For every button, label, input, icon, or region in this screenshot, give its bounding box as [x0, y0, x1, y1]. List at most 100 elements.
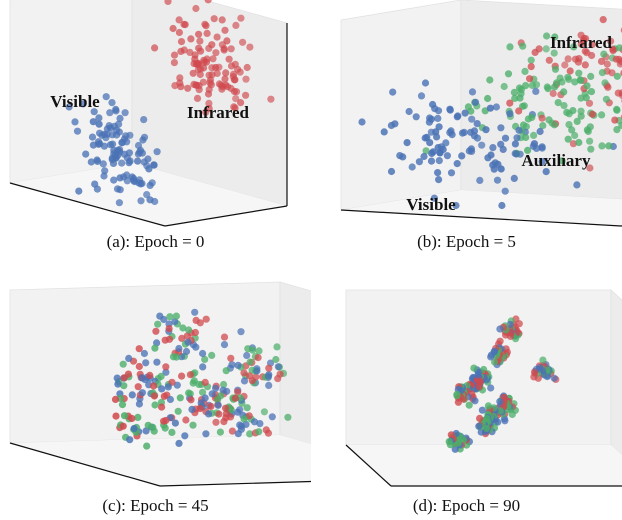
x-axis-line	[9, 442, 161, 487]
scatter-point	[120, 382, 128, 390]
scatter-point	[451, 445, 459, 453]
scatter-point	[564, 73, 572, 81]
scatter-point	[587, 145, 595, 153]
scatter-point	[564, 55, 572, 63]
scatter-point	[231, 104, 239, 112]
scatter-point	[243, 351, 251, 360]
scatter-point	[161, 424, 169, 432]
scatter-point	[570, 43, 578, 51]
scatter-point	[123, 171, 131, 179]
scatter-point	[575, 138, 583, 147]
scatter-point	[506, 43, 514, 51]
scatter-point	[240, 369, 248, 377]
floor-pane	[10, 435, 311, 486]
scatter-point	[114, 380, 122, 388]
scatter-point	[212, 63, 220, 72]
scatter-point	[515, 107, 523, 115]
scatter-point	[268, 413, 276, 421]
scatter-point	[225, 55, 233, 63]
scatter-point	[563, 108, 571, 116]
scatter-point	[240, 415, 248, 423]
scatter-point	[582, 94, 590, 102]
scatter-point	[239, 38, 247, 46]
scatter-point	[538, 143, 546, 151]
scatter-point	[161, 336, 169, 344]
scatter-point	[196, 70, 204, 79]
scatter-point	[87, 158, 95, 166]
scatter-point	[598, 111, 606, 119]
scatter-point	[189, 421, 197, 429]
scatter-point	[243, 404, 251, 412]
scatter-point	[264, 372, 273, 380]
panel-c: (c): Epoch = 45	[0, 260, 311, 520]
scatter-point	[598, 142, 606, 150]
scatter-point	[579, 37, 587, 45]
scatter-point	[158, 403, 166, 411]
scatter-point	[473, 120, 481, 128]
scatter-point	[501, 187, 509, 195]
x-axis-line	[340, 209, 622, 227]
scatter-point	[210, 15, 218, 23]
y-axis-line	[159, 480, 311, 487]
scatter-point	[144, 421, 152, 429]
scatter-point	[199, 388, 207, 396]
scatter-point	[135, 362, 143, 371]
scatter-point	[442, 139, 450, 147]
scatter-point	[184, 84, 192, 92]
scatter-point	[539, 356, 547, 364]
scatter-point	[115, 199, 123, 207]
scatter-point	[432, 128, 440, 136]
scatter-point	[542, 168, 550, 176]
scatter-point	[528, 81, 536, 89]
scatter-point	[453, 160, 461, 168]
scatter-point	[577, 94, 585, 102]
scatter-point	[153, 148, 161, 156]
scatter-point	[218, 16, 226, 24]
scatter-point	[240, 377, 249, 385]
scatter-point	[110, 176, 118, 184]
scatter-point	[196, 404, 204, 413]
scatter-point	[204, 0, 212, 4]
scatter-point	[176, 74, 184, 82]
scatter-point	[112, 412, 120, 420]
scatter-point	[476, 176, 484, 184]
scatter-point	[484, 94, 492, 103]
scatter-point	[116, 114, 124, 122]
scatter-point	[536, 127, 544, 136]
scatter-point	[100, 130, 108, 138]
scatter-point	[486, 76, 494, 84]
scatter-point	[498, 201, 506, 210]
scatter-point	[586, 137, 594, 145]
scatter-point	[89, 118, 97, 126]
scatter-point	[177, 47, 185, 56]
scatter-3d-a: Visible Infrared	[9, 0, 288, 227]
scatter-point	[588, 41, 596, 49]
scatter-point	[248, 377, 256, 385]
scatter-point	[587, 88, 596, 96]
scatter-point	[200, 64, 208, 72]
scatter-point	[539, 122, 547, 130]
scatter-point	[577, 112, 585, 120]
scatter-point	[560, 102, 568, 110]
scatter-point	[429, 148, 437, 156]
scatter-point	[255, 347, 263, 355]
back-pane-right	[279, 281, 311, 445]
scatter-point	[512, 150, 520, 158]
scatter-point	[427, 157, 436, 165]
scatter-point	[453, 392, 461, 400]
scatter-point	[458, 152, 466, 160]
scatter-point	[435, 157, 443, 165]
scatter-point	[88, 133, 97, 141]
scatter-point	[516, 94, 524, 102]
scatter-point	[487, 151, 495, 159]
scatter-point	[583, 126, 591, 134]
scatter-point	[475, 383, 483, 391]
scatter-point	[140, 116, 148, 124]
scatter-point	[166, 395, 174, 404]
scatter-point	[214, 401, 222, 409]
scatter-point	[571, 131, 579, 140]
scatter-point	[173, 381, 181, 389]
scatter-point	[423, 133, 431, 141]
scatter-point	[109, 159, 118, 167]
scatter-point	[202, 430, 210, 438]
